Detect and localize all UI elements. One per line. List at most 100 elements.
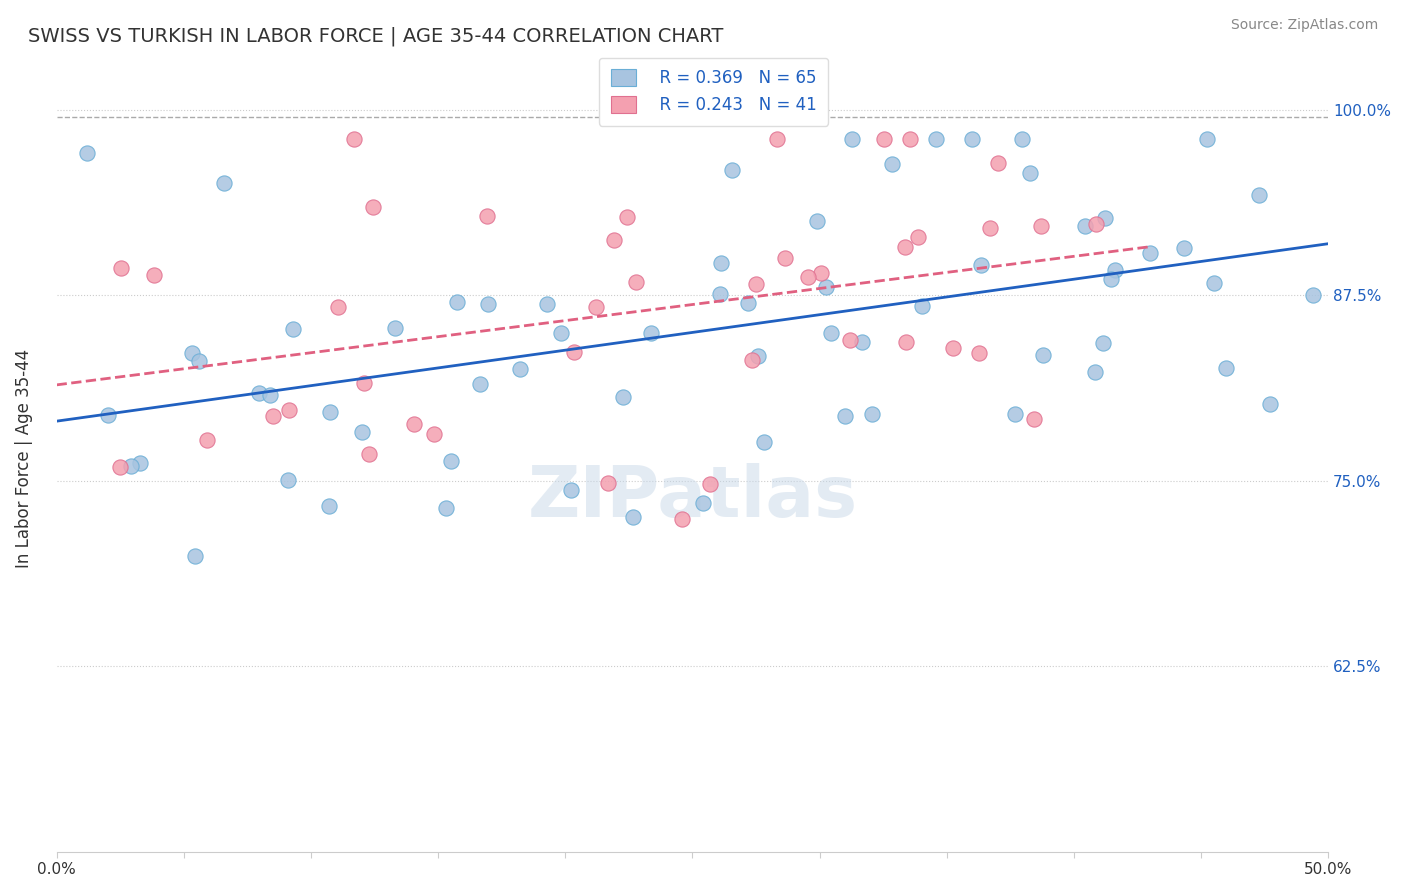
Turks (110, 260, 132, 275)
Turks (142, 268, 165, 282)
Swiss (962, 132, 984, 146)
Turks (195, 434, 218, 448)
Turks (343, 132, 366, 146)
Turks (564, 345, 586, 359)
Swiss (120, 458, 142, 473)
Turks (475, 210, 498, 224)
Swiss (1197, 132, 1219, 146)
Swiss (860, 407, 883, 421)
Turks (616, 210, 638, 224)
Turks (810, 266, 832, 280)
Swiss (319, 405, 342, 419)
Turks (359, 447, 381, 461)
Turks (110, 460, 132, 475)
Swiss (434, 500, 457, 515)
Swiss (1018, 165, 1040, 179)
Swiss (477, 297, 499, 311)
Swiss (1084, 365, 1107, 379)
Turks (326, 300, 349, 314)
Turks (603, 233, 626, 247)
Turks (585, 300, 607, 314)
Turks (624, 275, 647, 289)
Swiss (184, 549, 207, 563)
Turks (353, 376, 375, 390)
Turks (262, 409, 284, 423)
Swiss (247, 386, 270, 401)
Swiss (1032, 348, 1054, 362)
Turks (987, 156, 1010, 170)
Turks (898, 132, 921, 146)
Swiss (709, 286, 731, 301)
Turks (671, 512, 693, 526)
Swiss (1101, 272, 1123, 286)
Swiss (187, 354, 209, 368)
Swiss (1258, 397, 1281, 411)
Swiss (806, 214, 828, 228)
Turks (838, 333, 860, 347)
Turks (422, 427, 444, 442)
Swiss (747, 349, 769, 363)
Swiss (97, 409, 120, 423)
Swiss (1173, 241, 1195, 255)
Swiss (737, 296, 759, 310)
Swiss (1139, 246, 1161, 260)
Swiss (882, 157, 904, 171)
Turks (873, 132, 896, 146)
Swiss (815, 280, 838, 294)
Swiss (1215, 361, 1237, 376)
Swiss (277, 473, 299, 487)
Swiss (851, 334, 873, 349)
Turks (361, 200, 384, 214)
Turks (1085, 217, 1108, 231)
Swiss (318, 499, 340, 513)
Turks (907, 230, 929, 244)
Swiss (1011, 132, 1033, 146)
Turks (967, 345, 990, 359)
Text: SWISS VS TURKISH IN LABOR FORCE | AGE 35-44 CORRELATION CHART: SWISS VS TURKISH IN LABOR FORCE | AGE 35… (28, 27, 724, 46)
Swiss (1104, 263, 1126, 277)
Text: ZIPatlas: ZIPatlas (527, 463, 858, 533)
Swiss (550, 326, 572, 340)
Turks (766, 132, 789, 146)
Swiss (1091, 335, 1114, 350)
Swiss (1074, 219, 1097, 233)
Turks (942, 342, 965, 356)
Swiss (834, 409, 856, 423)
Legend:   R = 0.369   N = 65,   R = 0.243   N = 41: R = 0.369 N = 65, R = 0.243 N = 41 (599, 58, 828, 126)
Swiss (509, 362, 531, 376)
Swiss (721, 162, 744, 177)
Swiss (536, 297, 558, 311)
Swiss (820, 326, 842, 341)
Turks (402, 417, 425, 431)
Swiss (446, 294, 468, 309)
Turks (596, 475, 619, 490)
Swiss (181, 346, 204, 360)
Turks (1029, 219, 1052, 233)
Swiss (129, 456, 152, 470)
Turks (699, 477, 721, 491)
Swiss (911, 299, 934, 313)
Turks (894, 335, 917, 350)
Turks (1024, 412, 1046, 426)
Swiss (841, 132, 863, 146)
Swiss (440, 453, 463, 467)
Swiss (560, 483, 582, 498)
Turks (979, 220, 1001, 235)
Swiss (384, 320, 406, 334)
Swiss (612, 390, 634, 404)
Swiss (1094, 211, 1116, 225)
Turks (741, 353, 763, 368)
Swiss (1247, 187, 1270, 202)
Swiss (352, 425, 374, 440)
Swiss (468, 376, 491, 391)
Swiss (692, 496, 714, 510)
Swiss (1302, 287, 1324, 301)
Swiss (1004, 407, 1026, 421)
Turks (796, 270, 818, 285)
Swiss (259, 388, 281, 402)
Swiss (1204, 276, 1226, 290)
Turks (745, 277, 768, 292)
Turks (773, 251, 796, 265)
Swiss (710, 256, 733, 270)
Y-axis label: In Labor Force | Age 35-44: In Labor Force | Age 35-44 (15, 349, 32, 568)
